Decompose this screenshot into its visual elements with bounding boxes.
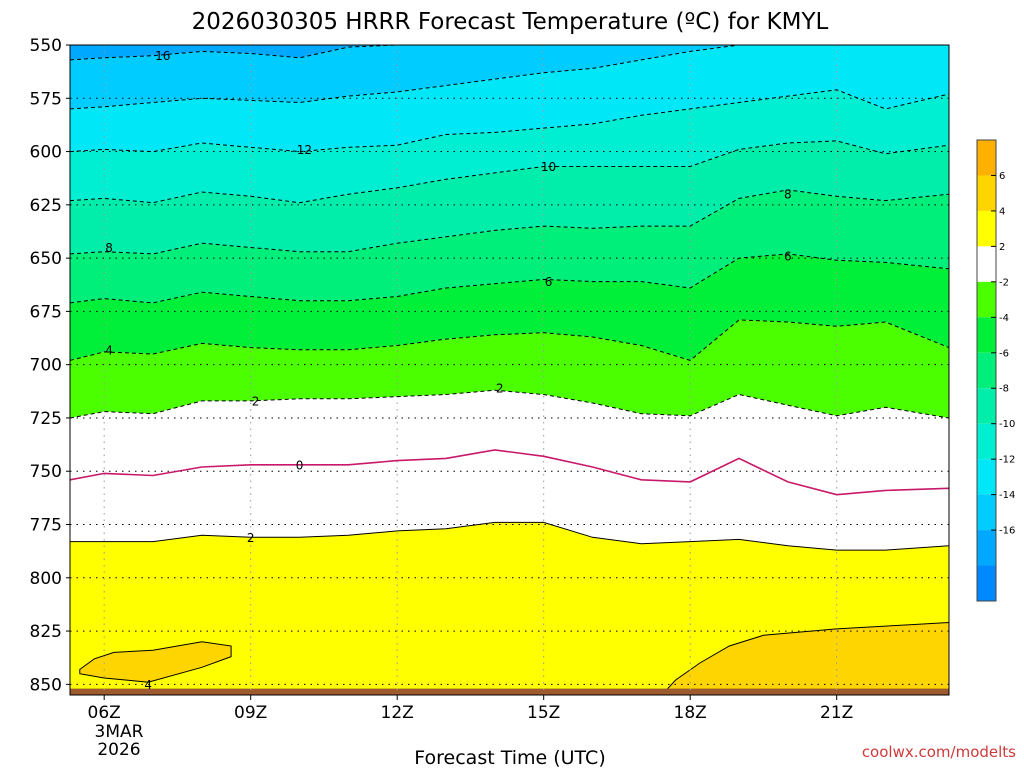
colorbar-bin--2-to-2 [977, 246, 996, 282]
band--6-to--4 [70, 253, 949, 361]
colorbar-bin--16-to--14 [977, 494, 996, 531]
colorbar-bin--4-to--2 [977, 281, 996, 318]
colorbar-bin--18-to--16 [977, 530, 996, 566]
isotherm-line--12 [70, 89, 949, 153]
isotherm-labels: 16 12 10 8 8 6 6 4 2 2 0 2 4 [105, 49, 792, 692]
band--14-to--12 [70, 45, 949, 152]
colorbar-bin-6-to-8 [977, 140, 996, 176]
isotherm-line-2 [70, 521, 949, 551]
ground-surface [70, 688, 949, 695]
y-tick-label-675: 675 [30, 302, 62, 322]
band--2-to-0 [70, 390, 949, 495]
colorbar-bin--20-to--18 [977, 565, 996, 601]
plot-area: 16 12 10 8 8 6 6 4 2 2 0 2 4 [70, 45, 949, 695]
colorbar-frame [976, 139, 997, 602]
isotherm-label-12: 12 [297, 143, 312, 157]
isotherm-label-8: 8 [784, 188, 792, 202]
x-tick-label-09Z: 09Z [234, 703, 267, 723]
colorbar-tick-label-6: 6 [999, 171, 1005, 182]
colorbar-bin--8-to--6 [977, 352, 996, 389]
isotherm-label-8: 8 [105, 241, 113, 255]
y-tick-label-800: 800 [30, 569, 62, 589]
isotherm-label-0: 0 [296, 458, 304, 472]
isotherm-label-16: 16 [155, 49, 170, 63]
warm-region-2 [664, 621, 949, 692]
band--4-to--2 [70, 319, 949, 418]
colorbar-tick-label--12: -12 [999, 455, 1015, 466]
y-tick-label-825: 825 [30, 622, 62, 642]
ground-layer [70, 688, 949, 695]
x-tick-label-21Z: 21Z [820, 703, 853, 723]
isotherm-line--2 [70, 389, 949, 419]
colorbar-tick-label-2: 2 [999, 242, 1005, 253]
colorbar-bin--12-to--10 [977, 423, 996, 460]
date-label-month: 3MAR [95, 722, 144, 742]
isotherm-label-4: 4 [144, 678, 152, 692]
colorbar-tick-label--2: -2 [999, 277, 1009, 288]
isotherm-lines [70, 45, 949, 551]
plot-frame [69, 44, 950, 696]
isotherm-line-0 [70, 449, 949, 496]
isotherm-line--6 [70, 253, 949, 304]
isotherm-label-2: 2 [496, 382, 504, 396]
colorbar-tick-label--4: -4 [999, 313, 1009, 324]
x-tick-label-12Z: 12Z [381, 703, 414, 723]
isotherm-label-2: 2 [247, 531, 255, 545]
isotherm-label-4: 4 [105, 343, 113, 357]
isotherm-line--4 [70, 319, 949, 361]
temperature-bands [70, 45, 949, 695]
warm-region-1 [79, 641, 232, 683]
band--8-to--6 [70, 189, 949, 303]
credit-link[interactable]: coolwx.com/modelts [862, 743, 1016, 761]
y-tick-label-575: 575 [30, 89, 62, 109]
colorbar-bin--6-to--4 [977, 317, 996, 353]
colorbar-bin-2-to-4 [977, 210, 996, 247]
colorbar-bin--14-to--12 [977, 459, 996, 495]
x-tick-label-15Z: 15Z [527, 703, 560, 723]
date-label-year: 2026 [97, 740, 140, 760]
isotherm-line--10 [70, 140, 949, 204]
colorbar-bin-4-to-6 [977, 175, 996, 211]
band--10-to--8 [70, 140, 949, 254]
colorbar-tick-label--16: -16 [999, 526, 1015, 537]
isotherm-line--8 [70, 189, 949, 255]
y-tick-label-750: 750 [30, 462, 62, 482]
y-tick-label-850: 850 [30, 675, 62, 695]
isotherm-label-6: 6 [784, 249, 792, 263]
y-tick-label-700: 700 [30, 356, 62, 376]
colorbar-tick-label--10: -10 [999, 419, 1015, 430]
band-below--16 [70, 45, 949, 60]
isotherm-label-2: 2 [252, 394, 260, 408]
x-tick-label-18Z: 18Z [674, 703, 707, 723]
y-tick-label-650: 650 [30, 249, 62, 269]
colorbar-legend: 6 4 2 -2 -4 -6 -8 -10 -12 -14 -16 [976, 139, 1015, 602]
y-tick-label-775: 775 [30, 516, 62, 536]
band--12-to--10 [70, 89, 949, 203]
colorbar-bin--10-to--8 [977, 388, 996, 424]
y-tick-label-600: 600 [30, 143, 62, 163]
isotherm-label-6: 6 [545, 275, 553, 289]
colorbar-tick-label--14: -14 [999, 490, 1015, 501]
y-tick-label-550: 550 [30, 36, 62, 56]
isotherm-label-10: 10 [541, 160, 556, 174]
x-axis-label: Forecast Time (UTC) [414, 747, 605, 768]
y-tick-label-625: 625 [30, 196, 62, 216]
warm-regions [79, 621, 949, 692]
colorbar-tick-label--8: -8 [999, 384, 1009, 395]
chart-title: 2026030305 HRRR Forecast Temperature (ºC… [192, 9, 829, 35]
grid-lines [70, 45, 949, 695]
x-tick-label-06Z: 06Z [88, 703, 121, 723]
y-tick-label-725: 725 [30, 409, 62, 429]
y-axis: 550 575 600 625 650 675 700 725 750 775 800 825 850 [30, 36, 70, 695]
band-0-to-2 [70, 449, 949, 551]
colorbar-tick-label--6: -6 [999, 348, 1009, 359]
x-axis: 3MAR 2026 06Z 09Z 12Z 15Z 18Z 21Z [88, 695, 853, 760]
band--16-to--14 [70, 45, 739, 109]
colorbar-tick-label-4: 4 [999, 206, 1005, 217]
